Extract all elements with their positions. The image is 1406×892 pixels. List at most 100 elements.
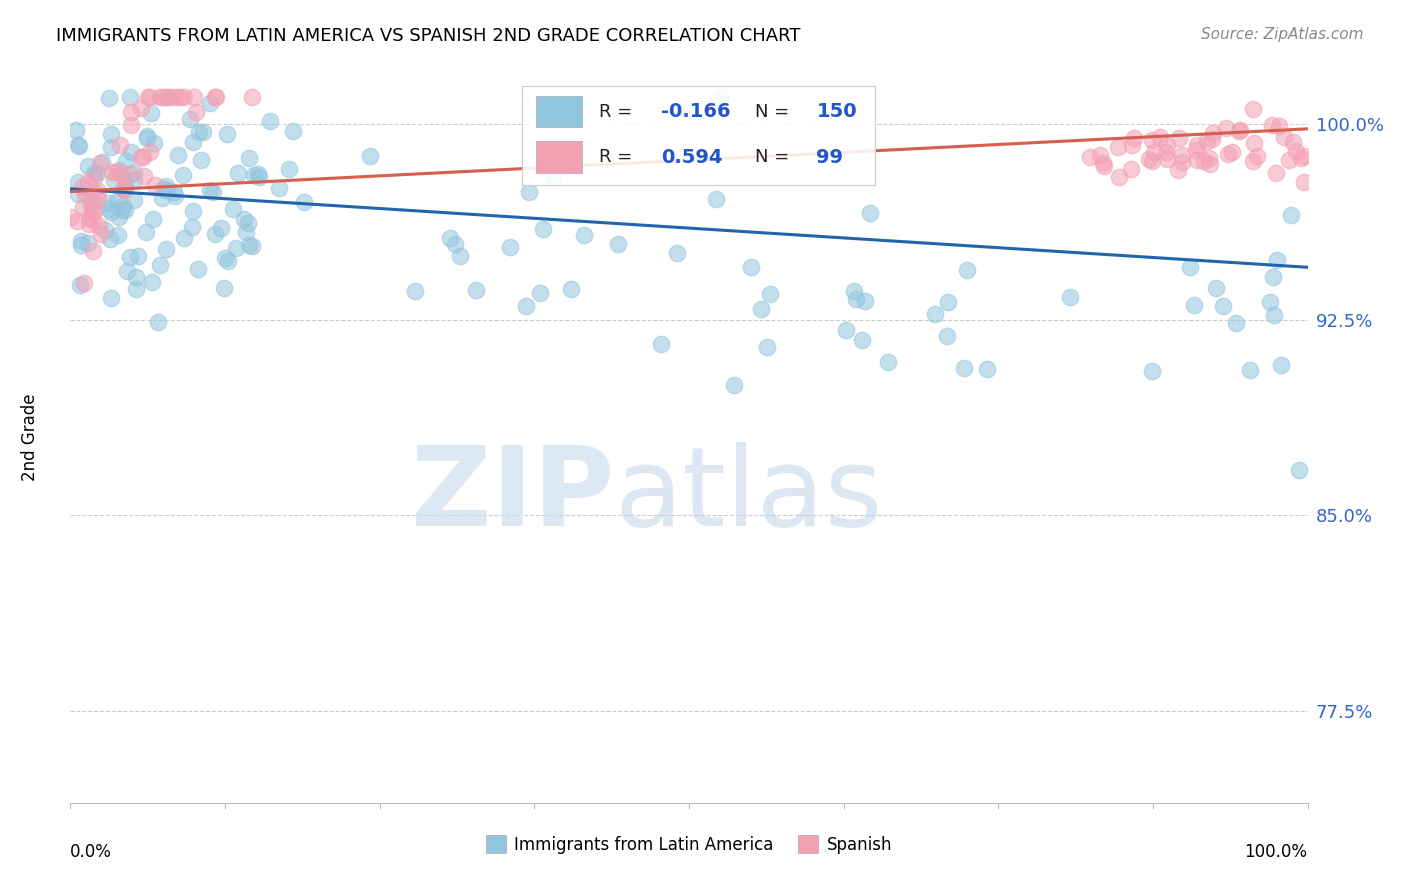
Point: [935, 328, 957, 343]
Point: [1264, 166, 1286, 180]
Point: [877, 354, 900, 368]
Point: [72, 200, 94, 214]
Point: [1227, 124, 1250, 138]
Point: [240, 239, 263, 253]
Text: atlas: atlas: [614, 442, 883, 549]
Point: [136, 130, 159, 145]
Point: [141, 276, 163, 290]
Point: [114, 173, 136, 187]
Point: [112, 183, 135, 197]
Point: [98, 202, 121, 216]
Point: [139, 90, 162, 104]
Point: [129, 150, 152, 164]
Point: [1288, 463, 1310, 477]
Point: [1156, 145, 1178, 160]
Point: [1078, 151, 1101, 165]
Point: [124, 194, 146, 208]
Point: [236, 216, 259, 230]
Point: [749, 302, 772, 317]
Point: [131, 101, 153, 115]
Point: [98, 91, 121, 105]
Point: [1167, 162, 1189, 177]
Point: [127, 249, 149, 263]
Point: [135, 225, 157, 239]
Point: [136, 128, 159, 143]
Point: [1143, 145, 1166, 159]
Point: [851, 334, 873, 348]
Text: 2nd Grade: 2nd Grade: [21, 393, 39, 481]
Point: [89, 156, 111, 170]
Point: [79, 198, 101, 212]
Point: [1156, 137, 1178, 152]
Point: [1225, 316, 1247, 330]
Point: [1292, 149, 1315, 163]
Point: [172, 168, 194, 182]
Point: [1088, 148, 1111, 162]
Point: [66, 214, 89, 228]
Point: [1156, 152, 1178, 166]
Point: [1239, 363, 1261, 377]
Point: [531, 221, 554, 235]
Point: [755, 340, 778, 354]
Point: [1279, 208, 1302, 222]
Point: [283, 124, 305, 138]
Point: [517, 186, 540, 200]
Point: [67, 138, 90, 153]
Point: [1215, 120, 1237, 135]
Point: [240, 90, 263, 104]
Point: [187, 261, 209, 276]
Point: [845, 292, 868, 306]
Point: [77, 217, 100, 231]
Point: [143, 178, 166, 192]
Point: [1265, 252, 1288, 267]
Point: [710, 90, 733, 104]
Point: [1149, 130, 1171, 145]
Point: [953, 360, 976, 375]
Point: [1198, 151, 1220, 165]
Point: [1107, 139, 1129, 153]
Point: [101, 165, 124, 179]
Point: [267, 181, 290, 195]
Point: [149, 90, 172, 104]
Point: [449, 249, 471, 263]
Point: [112, 182, 135, 196]
Point: [238, 238, 260, 252]
Point: [499, 240, 522, 254]
Point: [226, 166, 249, 180]
Point: [233, 211, 256, 226]
Point: [165, 189, 187, 203]
Point: [76, 235, 98, 250]
Point: [146, 315, 169, 329]
Point: [204, 90, 226, 104]
Point: [1278, 153, 1301, 167]
Point: [292, 195, 315, 210]
Point: [173, 231, 195, 245]
Point: [163, 185, 186, 199]
Point: [212, 281, 235, 295]
Point: [666, 246, 689, 260]
Point: [225, 241, 247, 255]
Point: [73, 277, 96, 291]
Point: [247, 169, 270, 184]
Point: [1263, 308, 1285, 322]
Point: [160, 90, 183, 104]
Point: [142, 136, 165, 150]
Point: [100, 140, 122, 154]
Point: [1185, 143, 1208, 157]
Point: [515, 299, 537, 313]
Point: [1199, 157, 1222, 171]
Point: [202, 185, 225, 199]
Point: [1108, 169, 1130, 184]
Point: [215, 127, 238, 141]
Point: [111, 202, 134, 217]
Point: [94, 222, 117, 236]
Point: [83, 166, 105, 180]
Point: [179, 112, 201, 126]
Point: [87, 219, 110, 233]
Point: [209, 221, 232, 235]
Point: [91, 155, 114, 169]
Point: [184, 104, 207, 119]
Point: [115, 264, 138, 278]
Point: [1142, 364, 1164, 378]
Point: [1201, 126, 1223, 140]
